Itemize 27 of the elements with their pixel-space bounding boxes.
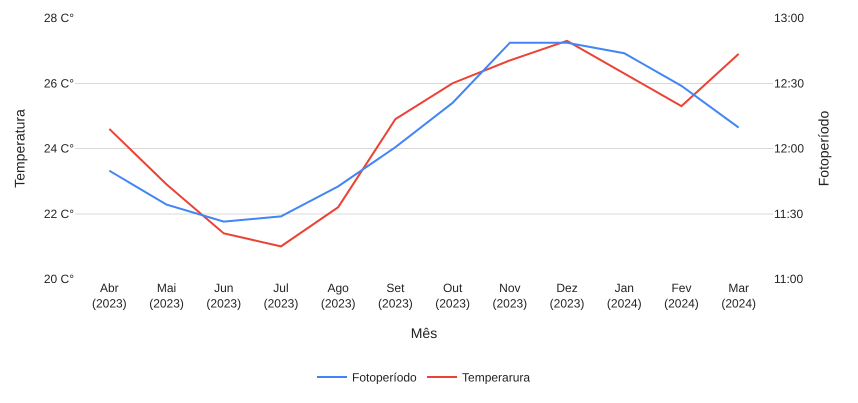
x-tick-label: Jun (2023)	[206, 281, 242, 311]
y-tick-label: 22 C°	[44, 206, 74, 221]
y-tick-label: 24 C°	[44, 142, 74, 156]
x-tick-label: Dez (2023)	[550, 281, 584, 311]
legend-label: Fotoperíodo	[352, 370, 418, 385]
y-axis-title: Temperatura	[11, 108, 28, 188]
x-tick-label: Jul (2023)	[264, 281, 298, 311]
x-tick-label: Mai (2023)	[149, 281, 184, 311]
y-tick-label: 28 C°	[44, 11, 74, 26]
x-tick-label: Ago (2023)	[320, 281, 356, 311]
x-tick-label: Mar (2024)	[721, 281, 756, 311]
x-tick-label: Jan (2024)	[606, 281, 642, 311]
x-tick-label: Nov (2023)	[492, 281, 528, 311]
y2-tick-label: 13:00	[774, 11, 804, 26]
y2-tick-label: 11:00	[774, 272, 804, 286]
y2-tick-label: 12:30	[774, 76, 804, 90]
y-tick-label: 20 C°	[44, 272, 74, 286]
y2-tick-label: 11:30	[774, 206, 804, 221]
legend-label: Temperarura	[462, 370, 530, 385]
x-tick-label: Abr (2023)	[92, 281, 127, 311]
y-tick-label: 26 C°	[44, 76, 74, 90]
x-axis-title: Mês	[410, 324, 438, 341]
x-tick-label: Fev (2024)	[664, 281, 699, 311]
y2-tick-label: 12:00	[774, 142, 804, 156]
x-tick-label: Set (2023)	[378, 281, 413, 311]
x-tick-label: Out (2023)	[435, 281, 470, 311]
y2-axis-title: Fotoperíodo	[816, 110, 832, 186]
